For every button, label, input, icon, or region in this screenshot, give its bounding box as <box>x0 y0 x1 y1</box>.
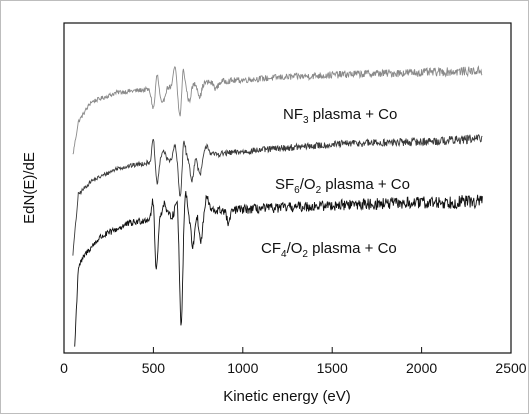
x-tick-label-1500: 1500 <box>317 360 348 376</box>
x-axis-title: Kinetic energy (eV) <box>223 388 351 405</box>
series-line-sf6o2 <box>72 134 483 256</box>
series-line-cf4o2 <box>74 190 483 347</box>
series-annotations: NF3 plasma + Co SF6/O2 plasma + Co CF4/O2 … <box>261 106 410 260</box>
x-axis-ticks: 0 500 1000 1500 2000 2500 <box>60 347 527 376</box>
annotation-cf4o2: CF4/O2 plasma + Co <box>261 240 397 260</box>
x-tick-label-500: 500 <box>142 360 166 376</box>
annotation-nf3: NF3 plasma + Co <box>283 106 397 126</box>
plot-area-border <box>63 22 512 354</box>
x-tick-label-2000: 2000 <box>406 360 437 376</box>
series-line-nf3 <box>72 65 483 155</box>
y-axis-title: EdN(E)/dE <box>21 152 38 224</box>
x-tick-label-0: 0 <box>60 360 68 376</box>
x-tick-label-1000: 1000 <box>227 360 258 376</box>
x-tick-label-2500: 2500 <box>495 360 526 376</box>
series-layer <box>72 65 483 347</box>
annotation-sf6o2: SF6/O2 plasma + Co <box>275 176 410 196</box>
